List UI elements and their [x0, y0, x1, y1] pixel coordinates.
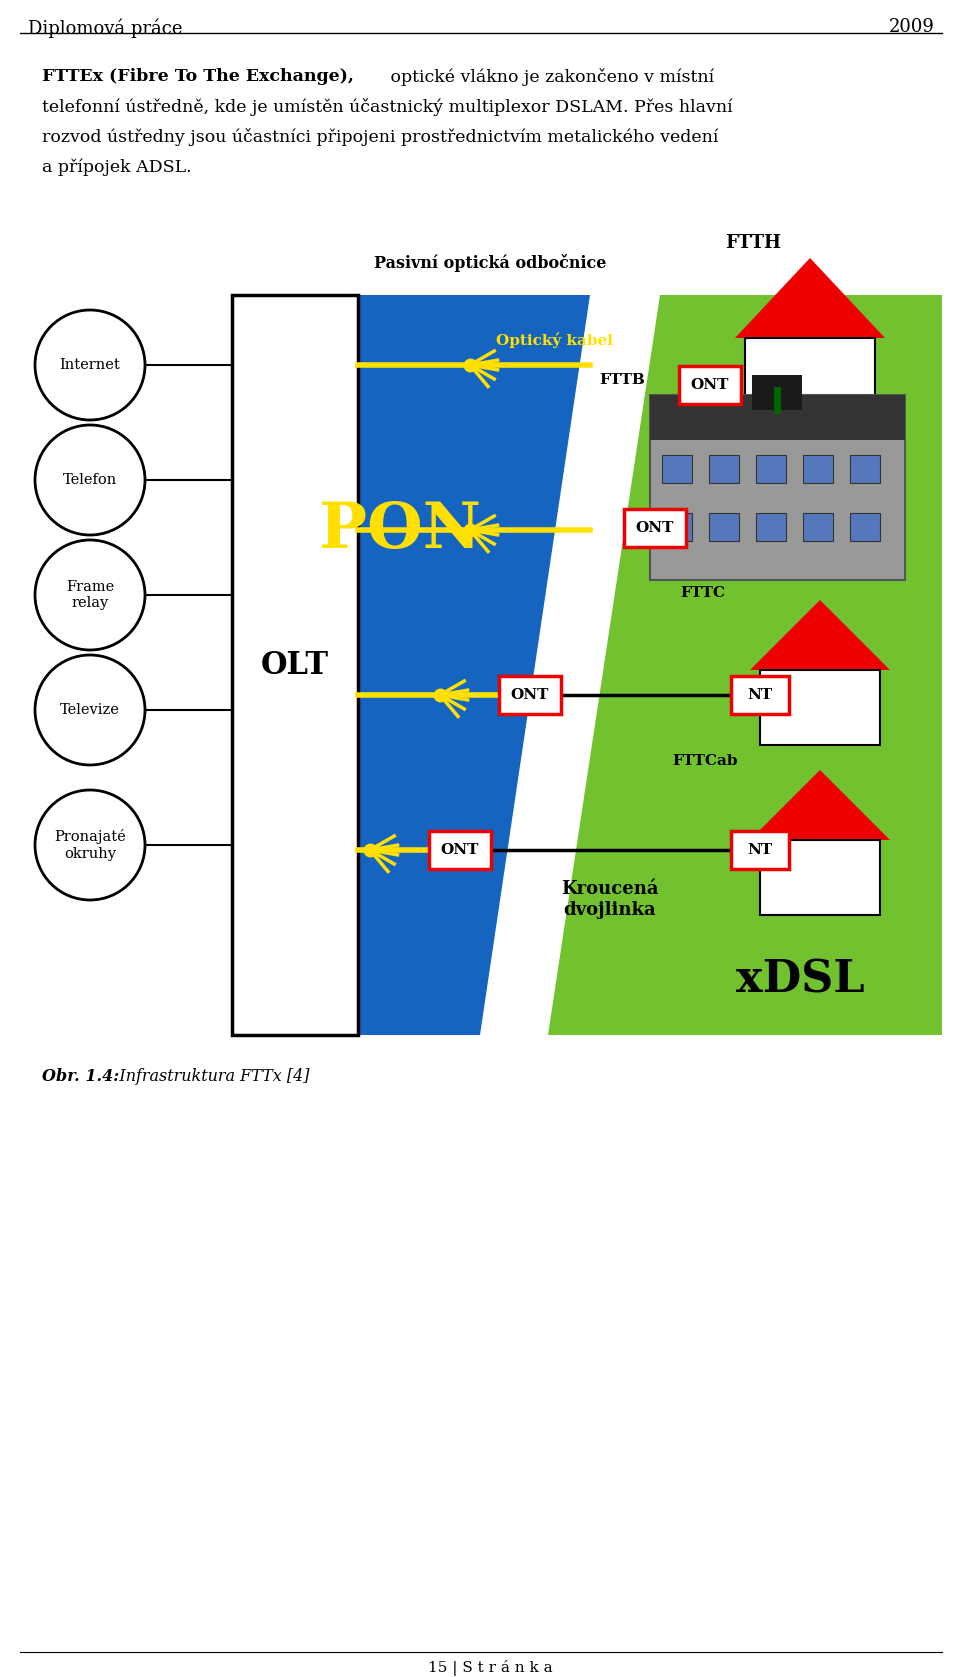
- Text: Kroucená
dvojlinka: Kroucená dvojlinka: [562, 880, 659, 919]
- FancyBboxPatch shape: [499, 676, 561, 714]
- Circle shape: [35, 310, 145, 419]
- FancyBboxPatch shape: [850, 454, 880, 483]
- Polygon shape: [735, 258, 885, 339]
- Text: a přípojek ADSL.: a přípojek ADSL.: [42, 158, 192, 176]
- FancyBboxPatch shape: [650, 396, 905, 439]
- Text: rozvod ústředny jsou účastníci připojeni prostřednictvím metalického vedení: rozvod ústředny jsou účastníci připojeni…: [42, 127, 718, 146]
- Text: Optický kabel: Optický kabel: [496, 332, 613, 349]
- FancyBboxPatch shape: [752, 376, 802, 409]
- Polygon shape: [750, 770, 890, 840]
- Circle shape: [35, 656, 145, 765]
- Text: FTTEx (Fibre To The Exchange),: FTTEx (Fibre To The Exchange),: [42, 69, 354, 86]
- FancyBboxPatch shape: [745, 339, 875, 428]
- FancyBboxPatch shape: [709, 513, 739, 542]
- FancyBboxPatch shape: [662, 513, 692, 542]
- Text: telefonní ústředně, kde je umístěn účastnický multiplexor DSLAM. Přes hlavní: telefonní ústředně, kde je umístěn účast…: [42, 97, 732, 116]
- FancyBboxPatch shape: [731, 832, 789, 869]
- FancyBboxPatch shape: [679, 366, 741, 404]
- FancyBboxPatch shape: [429, 832, 491, 869]
- Text: Infrastruktura FTTx [4]: Infrastruktura FTTx [4]: [104, 1068, 309, 1085]
- Text: OLT: OLT: [261, 649, 329, 681]
- FancyBboxPatch shape: [731, 676, 789, 714]
- Text: 2009: 2009: [889, 18, 935, 35]
- Text: 15 | S t r á n k a: 15 | S t r á n k a: [428, 1660, 552, 1675]
- FancyBboxPatch shape: [650, 396, 905, 580]
- Text: Telefon: Telefon: [62, 473, 117, 486]
- Text: FTTB: FTTB: [599, 372, 645, 387]
- Text: FTTC: FTTC: [680, 585, 725, 600]
- Text: xDSL: xDSL: [735, 959, 864, 1001]
- Text: NT: NT: [748, 844, 773, 857]
- FancyBboxPatch shape: [624, 510, 686, 547]
- FancyBboxPatch shape: [756, 513, 786, 542]
- FancyBboxPatch shape: [803, 454, 833, 483]
- Polygon shape: [535, 295, 942, 1035]
- FancyBboxPatch shape: [756, 454, 786, 483]
- Text: FTTCab: FTTCab: [672, 755, 737, 768]
- Polygon shape: [750, 600, 890, 671]
- Circle shape: [35, 790, 145, 901]
- Text: Televize: Televize: [60, 703, 120, 718]
- Text: PON: PON: [319, 500, 481, 560]
- Text: Pronajaté
okruhy: Pronajaté okruhy: [54, 830, 126, 860]
- Text: NT: NT: [748, 688, 773, 703]
- Text: ONT: ONT: [441, 844, 479, 857]
- Polygon shape: [480, 295, 660, 1035]
- FancyBboxPatch shape: [760, 840, 880, 916]
- Text: FTTH: FTTH: [725, 235, 781, 252]
- Polygon shape: [358, 295, 645, 1035]
- Text: Pasivní optická odbočnice: Pasivní optická odbočnice: [373, 253, 606, 272]
- Circle shape: [35, 424, 145, 535]
- Text: Obr. 1.4:: Obr. 1.4:: [42, 1068, 119, 1085]
- FancyBboxPatch shape: [803, 513, 833, 542]
- Text: Internet: Internet: [60, 357, 120, 372]
- FancyBboxPatch shape: [760, 671, 880, 745]
- Text: Frame
relay: Frame relay: [66, 580, 114, 610]
- Text: ONT: ONT: [636, 522, 674, 535]
- Text: optické vlákno je zakončeno v místní: optické vlákno je zakončeno v místní: [385, 69, 714, 86]
- Circle shape: [35, 540, 145, 651]
- FancyBboxPatch shape: [850, 513, 880, 542]
- FancyBboxPatch shape: [709, 454, 739, 483]
- Text: ONT: ONT: [691, 377, 730, 392]
- FancyBboxPatch shape: [662, 454, 692, 483]
- Text: Diplomová práce: Diplomová práce: [28, 18, 182, 37]
- FancyBboxPatch shape: [232, 295, 358, 1035]
- Text: ONT: ONT: [511, 688, 549, 703]
